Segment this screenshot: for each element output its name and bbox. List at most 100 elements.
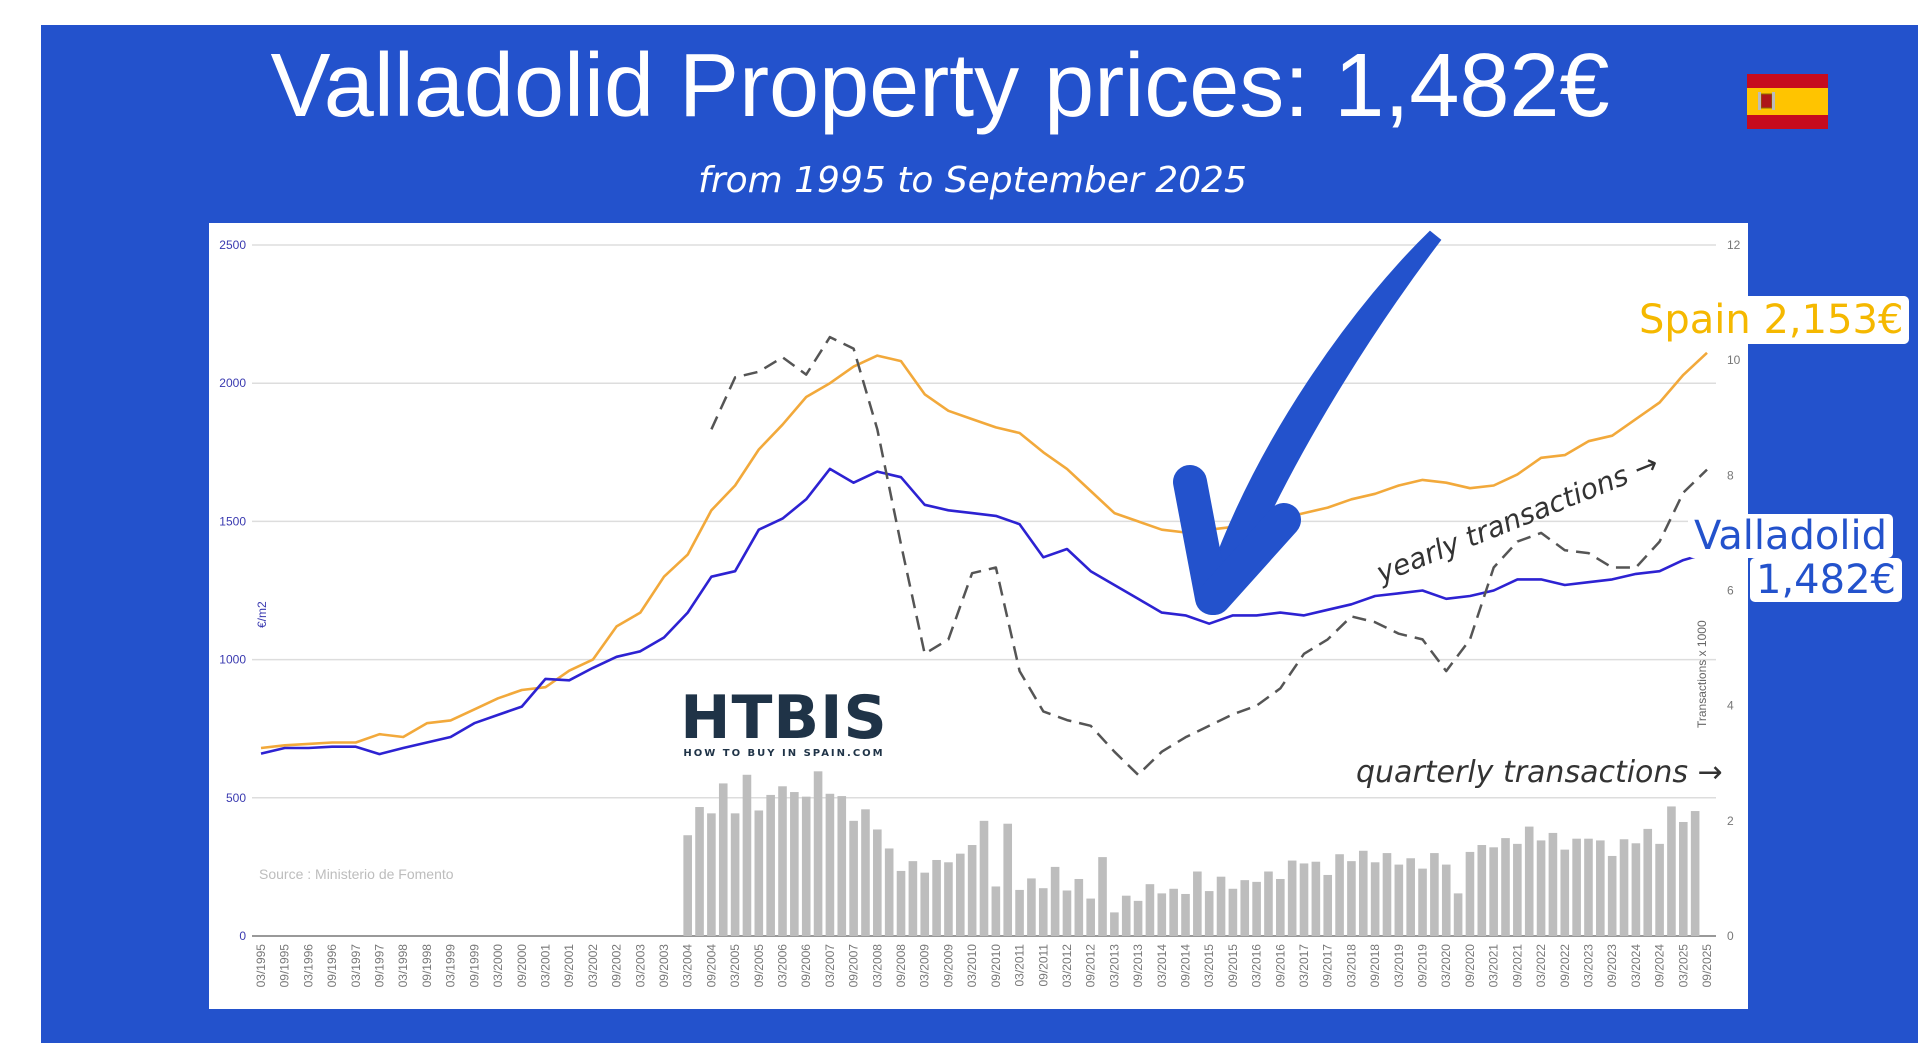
quarterly-bar bbox=[955, 853, 965, 936]
page-title: Valladolid Property prices: 1,482€ bbox=[270, 36, 1610, 136]
quarterly-bar bbox=[1110, 912, 1119, 936]
x-tick-label: 09/2008 bbox=[894, 944, 908, 988]
y-tick-label: 2000 bbox=[219, 376, 246, 390]
y2-axis-title: Transactions x 1000 bbox=[1695, 620, 1709, 728]
x-tick-label: 03/2013 bbox=[1107, 944, 1121, 988]
quarterly-bar bbox=[1098, 857, 1107, 936]
x-tick-label: 03/2015 bbox=[1202, 944, 1216, 988]
x-tick-label: 09/1998 bbox=[420, 944, 434, 988]
x-tick-label: 03/2014 bbox=[1155, 944, 1169, 988]
x-tick-label: 03/1998 bbox=[396, 944, 410, 988]
quarterly-bar bbox=[730, 813, 740, 936]
quarterly-bar bbox=[1430, 853, 1439, 936]
quarterly-bar bbox=[1157, 893, 1167, 936]
x-tick-label: 09/2006 bbox=[799, 944, 813, 988]
x-tick-label: 09/2000 bbox=[515, 944, 529, 988]
y2-tick-label: 12 bbox=[1727, 238, 1741, 252]
quarterly-bar bbox=[1394, 864, 1404, 936]
quarterly-bar bbox=[1358, 850, 1368, 936]
x-tick-label: 09/2017 bbox=[1321, 944, 1335, 988]
x-tick-label: 03/2019 bbox=[1392, 944, 1406, 988]
x-tick-label: 09/2002 bbox=[610, 944, 624, 988]
quarterly-bar bbox=[1264, 871, 1273, 936]
quarterly-bar bbox=[1003, 823, 1013, 936]
x-tick-label: 03/2025 bbox=[1676, 944, 1690, 988]
quarterly-bar bbox=[873, 829, 882, 936]
quarterly-bar bbox=[1418, 868, 1427, 936]
x-tick-label: 09/2013 bbox=[1131, 944, 1145, 988]
quarterly-bar bbox=[1382, 853, 1392, 936]
x-tick-label: 03/2001 bbox=[538, 944, 552, 988]
y-tick-label: 1500 bbox=[219, 514, 246, 528]
quarterly-bar bbox=[861, 809, 870, 936]
x-tick-label: 09/2007 bbox=[847, 944, 861, 988]
quarterly-bar bbox=[1548, 832, 1558, 936]
x-tick-label: 09/2004 bbox=[704, 944, 718, 988]
quarterly-bar bbox=[683, 835, 692, 936]
x-tick-label: 03/2005 bbox=[728, 944, 742, 988]
quarterly-bar bbox=[1453, 893, 1463, 936]
y-tick-label: 500 bbox=[226, 791, 246, 805]
x-tick-label: 03/2017 bbox=[1297, 944, 1311, 988]
quarterly-bar bbox=[1607, 855, 1617, 936]
x-tick-label: 09/1996 bbox=[325, 944, 339, 988]
quarterly-bar bbox=[813, 771, 823, 936]
x-tick-label: 03/2003 bbox=[633, 944, 647, 988]
quarterly-bar bbox=[1252, 881, 1261, 936]
quarterly-bar bbox=[1121, 895, 1131, 936]
x-tick-label: 09/1997 bbox=[373, 944, 387, 988]
quarterly-bar bbox=[1477, 845, 1487, 936]
x-tick-label: 09/2022 bbox=[1558, 944, 1572, 988]
quarterly-bar bbox=[1311, 861, 1321, 936]
quarterly-bar bbox=[718, 783, 728, 936]
quarterly-bar bbox=[884, 848, 894, 936]
valladolid-price-label: 1,482€ bbox=[1750, 558, 1902, 602]
x-tick-label: 03/1997 bbox=[349, 944, 363, 988]
x-tick-label: 03/1995 bbox=[254, 944, 268, 988]
quarterly-bar bbox=[1074, 878, 1084, 936]
y-tick-label: 2500 bbox=[219, 238, 246, 252]
quarterly-bar bbox=[1690, 811, 1700, 936]
quarterly-bar bbox=[1228, 888, 1238, 936]
x-tick-label: 09/2016 bbox=[1273, 944, 1287, 988]
quarterly-bar bbox=[1489, 847, 1498, 936]
quarterly-bar bbox=[790, 792, 799, 936]
x-tick-label: 03/2023 bbox=[1581, 944, 1595, 988]
x-tick-label: 09/2020 bbox=[1463, 944, 1477, 988]
quarterly-bar bbox=[1560, 849, 1570, 936]
spain-flag-icon bbox=[1747, 74, 1828, 129]
y-axis-title: €/m2 bbox=[255, 601, 269, 628]
quarterly-bar bbox=[944, 862, 953, 936]
x-tick-label: 03/2012 bbox=[1060, 944, 1074, 988]
quarterly-bar bbox=[849, 820, 858, 936]
y2-tick-label: 0 bbox=[1727, 929, 1734, 943]
x-tick-label: 03/2009 bbox=[918, 944, 932, 988]
x-tick-label: 03/2024 bbox=[1629, 944, 1643, 988]
x-tick-label: 09/1999 bbox=[467, 944, 481, 988]
x-tick-label: 09/1995 bbox=[278, 944, 292, 988]
quarterly-bar bbox=[1287, 860, 1297, 936]
quarterly-bar bbox=[695, 807, 704, 936]
quarterly-bar bbox=[801, 796, 811, 936]
x-tick-label: 09/2010 bbox=[989, 944, 1003, 988]
x-tick-label: 03/2000 bbox=[491, 944, 505, 988]
y-tick-label: 0 bbox=[239, 929, 246, 943]
quarterly-bar bbox=[1536, 840, 1546, 936]
source-note: Source : Ministerio de Fomento bbox=[259, 866, 454, 882]
quarterly-bar bbox=[1323, 874, 1333, 936]
quarterly-bar bbox=[1465, 851, 1475, 936]
quarterly-bar bbox=[742, 774, 752, 936]
quarterly-bar bbox=[1631, 843, 1641, 936]
quarterly-bar bbox=[1193, 871, 1202, 936]
x-tick-label: 03/1999 bbox=[444, 944, 458, 988]
quarterly-bar bbox=[1501, 838, 1510, 936]
x-tick-label: 09/2019 bbox=[1416, 944, 1430, 988]
quarterly-bar bbox=[1524, 826, 1534, 936]
quarterly-bar bbox=[1406, 858, 1415, 936]
x-tick-label: 03/2002 bbox=[586, 944, 600, 988]
quarterly-bar bbox=[1240, 880, 1250, 936]
spain-price-label: Spain 2,153€ bbox=[1633, 296, 1910, 344]
quarterly-bar bbox=[1619, 839, 1629, 936]
quarterly-bar bbox=[1027, 878, 1036, 936]
